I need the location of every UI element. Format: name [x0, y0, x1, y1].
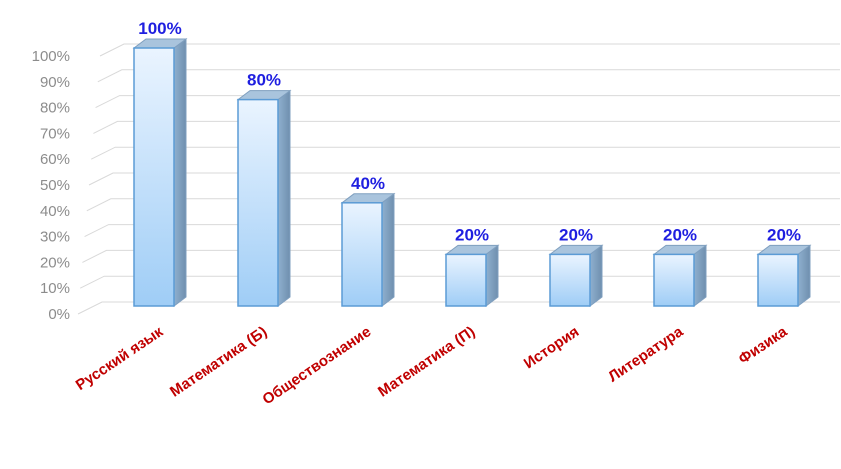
bar — [548, 244, 604, 307]
bars — [132, 38, 812, 307]
bar-side — [693, 244, 707, 307]
data-label: 80% — [247, 71, 281, 90]
category-label: Литература — [605, 323, 687, 386]
category-label: История — [521, 323, 582, 372]
gridline — [97, 69, 840, 83]
data-label: 20% — [559, 225, 593, 244]
category-label: Физика — [735, 323, 790, 368]
data-label: 20% — [663, 225, 697, 244]
y-tick-label: 0% — [48, 306, 70, 323]
gridline — [95, 95, 840, 109]
bar-front — [133, 47, 175, 307]
bar — [236, 89, 292, 307]
gridline — [84, 224, 840, 238]
bar-side — [277, 89, 291, 307]
bar-side — [173, 38, 187, 307]
y-tick-label: 10% — [40, 280, 70, 297]
y-tick-label: 80% — [40, 100, 70, 117]
category-label: Обществознание — [260, 323, 375, 408]
data-labels: 100% 80% 40% 20% 20% 20% 20% — [138, 19, 801, 244]
data-label: 20% — [767, 225, 801, 244]
gridline — [86, 198, 840, 212]
gridline — [93, 120, 840, 134]
y-tick-label: 90% — [40, 74, 70, 91]
bar-front — [237, 98, 279, 307]
y-tick-label: 30% — [40, 229, 70, 246]
category-label: Математика (Б) — [167, 323, 270, 400]
bar-side — [381, 192, 395, 307]
data-label: 20% — [455, 225, 489, 244]
bar — [444, 244, 500, 307]
bar — [756, 244, 812, 307]
y-tick-label: 100% — [32, 48, 70, 65]
bar-front — [653, 253, 695, 307]
y-tick-label: 70% — [40, 125, 70, 142]
y-tick-label: 50% — [40, 177, 70, 194]
bar-front — [757, 253, 799, 307]
y-tick-label: 20% — [40, 254, 70, 271]
category-labels: Русский язык Математика (Б)Обществознание… — [73, 323, 791, 408]
category-label: Русский язык — [73, 323, 167, 394]
bar-front — [549, 253, 591, 307]
bar — [340, 192, 396, 307]
bar-front — [445, 253, 487, 307]
y-tick-label: 60% — [40, 151, 70, 168]
gridline — [90, 146, 840, 160]
bar-side — [589, 244, 603, 307]
y-tick-label: 40% — [40, 203, 70, 220]
bar-front — [341, 202, 383, 307]
bar-side — [797, 244, 811, 307]
bar — [652, 244, 708, 307]
gridlines — [77, 43, 840, 315]
data-label: 100% — [138, 19, 181, 38]
bar — [132, 38, 188, 307]
data-label: 40% — [351, 174, 385, 193]
category-label: Математика (П) — [375, 323, 478, 400]
y-axis-ticks: 0% 10% 20% 30% 40% 50% 60% 70% 80% 90% 100% — [32, 48, 70, 323]
gridline — [99, 43, 840, 57]
bar-side — [485, 244, 499, 307]
gridline — [88, 172, 840, 186]
